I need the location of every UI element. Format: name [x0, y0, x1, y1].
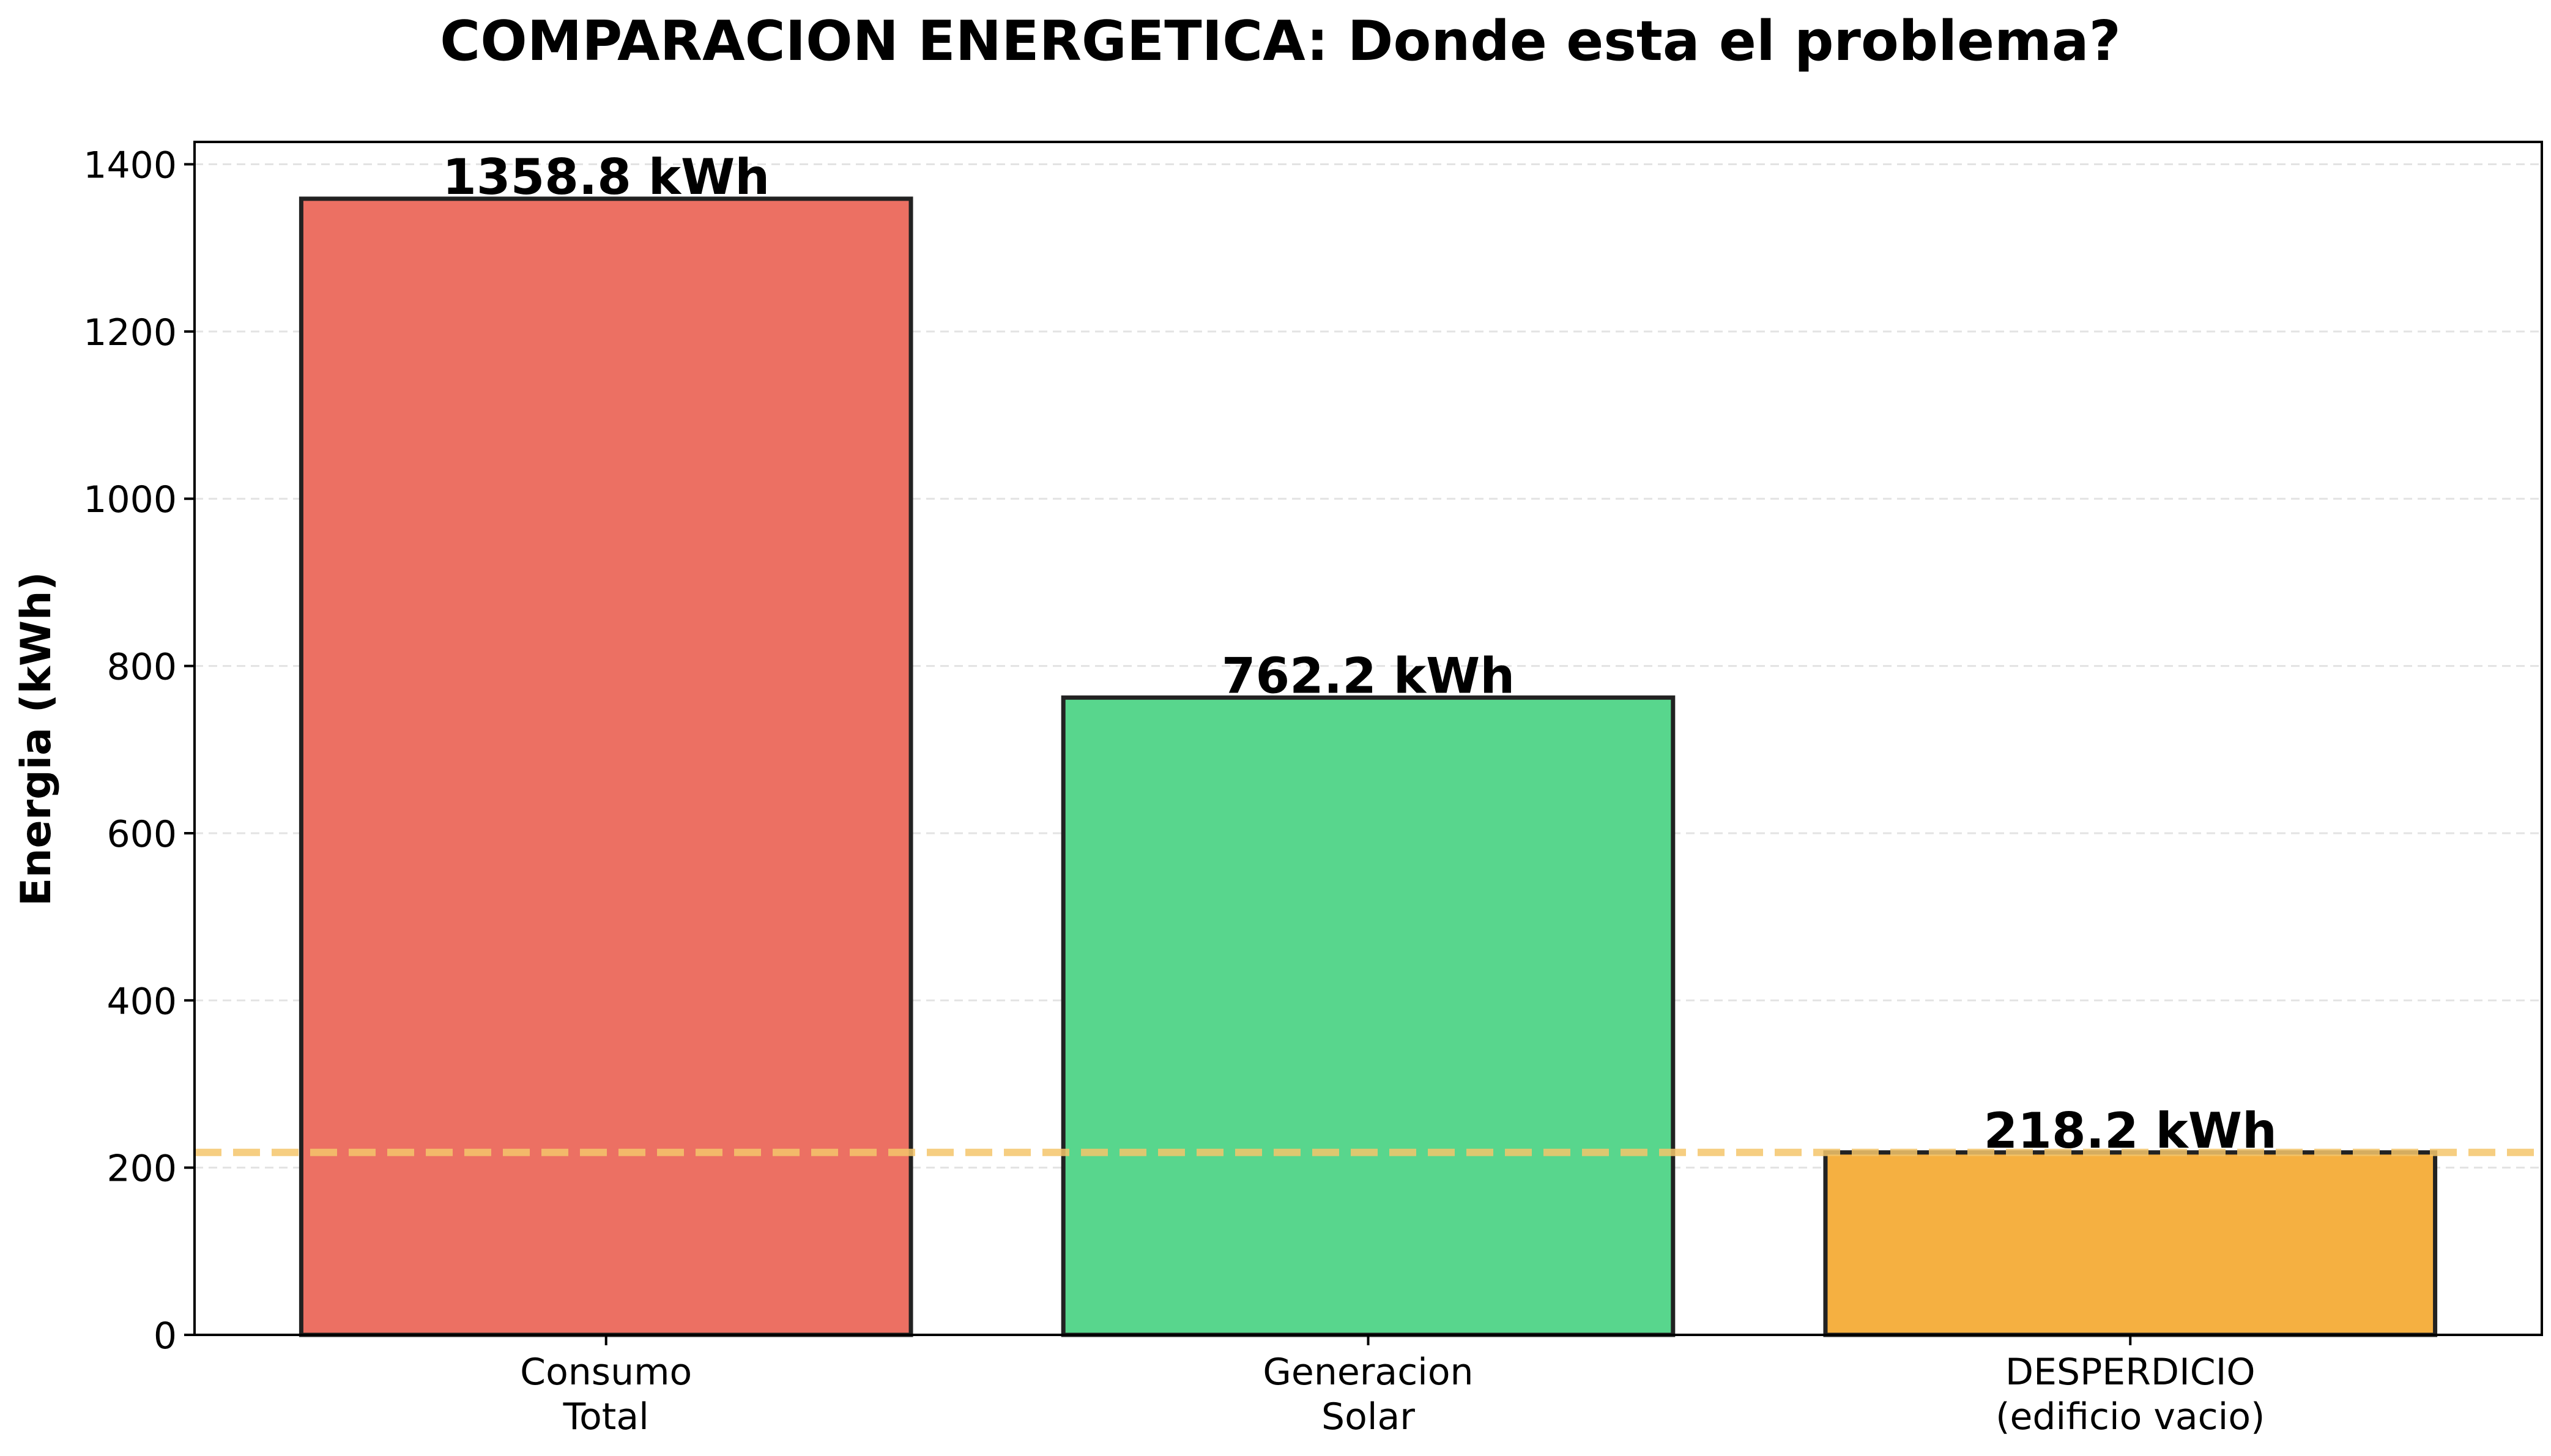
x-tick-label-line: Total — [563, 1395, 649, 1438]
bar — [1823, 1150, 2438, 1337]
bar — [1061, 695, 1676, 1337]
chart-title: COMPARACION ENERGETICA: Donde esta el pr… — [440, 9, 2121, 73]
y-axis-ticks: 0 200 400 600 800 1000 1200 1400 — [83, 144, 195, 1358]
y-tick-label: 1000 — [83, 478, 177, 521]
value-labels: 1358.8 kWh 762.2 kWh 218.2 kWh — [442, 149, 2277, 1159]
x-tick-label-line: (edificio vacio) — [1996, 1395, 2265, 1438]
x-tick-label: Consumo Total — [520, 1351, 692, 1438]
x-tick-label-line: DESPERDICIO — [2005, 1351, 2256, 1394]
x-tick-label-line: Generacion — [1263, 1351, 1473, 1394]
x-tick-label-line: Consumo — [520, 1351, 692, 1394]
bar-value-label: 762.2 kWh — [1222, 647, 1515, 704]
bar-value-label: 218.2 kWh — [1984, 1102, 2277, 1159]
y-tick-label: 1200 — [83, 311, 177, 354]
y-tick-label: 0 — [154, 1315, 177, 1358]
y-tick-label: 400 — [106, 980, 177, 1023]
y-axis-label: Energia (kWh) — [12, 572, 61, 907]
y-tick-label: 1400 — [83, 144, 177, 187]
bar-value-label: 1358.8 kWh — [442, 149, 770, 206]
y-tick-label: 800 — [106, 646, 177, 689]
bars — [299, 196, 2438, 1337]
x-tick-label: DESPERDICIO (edificio vacio) — [1996, 1351, 2265, 1438]
x-tick-label: Generacion Solar — [1263, 1351, 1473, 1438]
x-tick-label-line: Solar — [1321, 1395, 1415, 1438]
y-tick-label: 600 — [106, 813, 177, 856]
bar — [299, 196, 913, 1337]
x-axis-ticks: Consumo Total Generacion Solar DESPERDICIO (e… — [520, 1335, 2265, 1438]
y-tick-label: 200 — [106, 1148, 177, 1190]
